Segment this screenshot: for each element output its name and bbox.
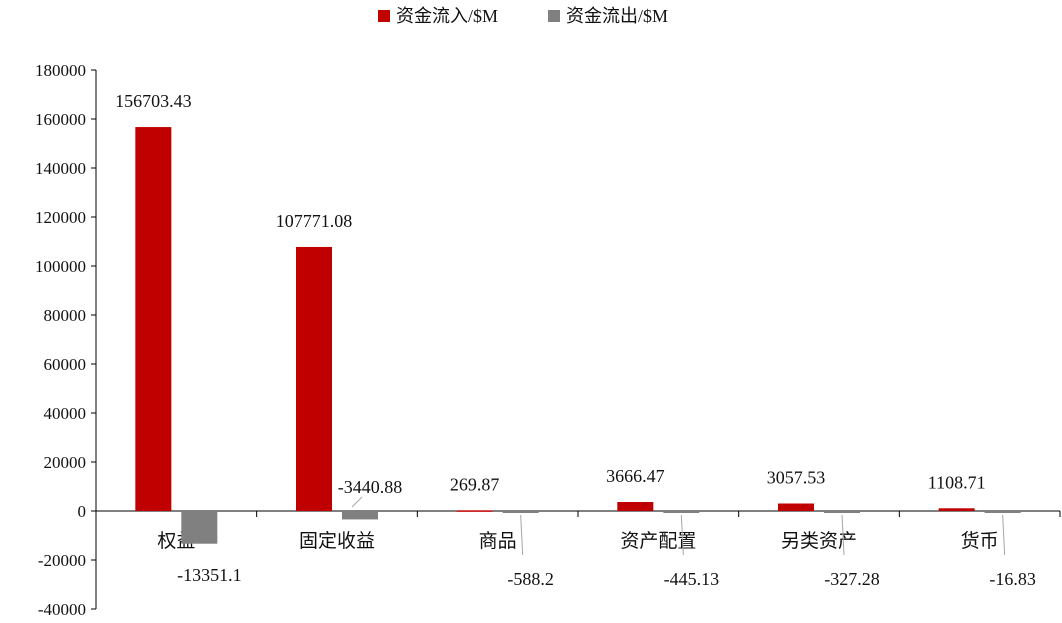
bar-inflow [135,127,172,511]
bar-outflow [984,511,1021,513]
legend-swatch [378,10,390,22]
data-label-outflow: -16.83 [989,569,1036,589]
x-category-label: 另类资产 [781,530,857,552]
leader-line [680,514,684,556]
bar-inflow [778,503,814,511]
data-label-inflow: 107771.08 [276,211,353,231]
data-label-inflow: 1108.71 [928,472,986,492]
y-tick-label: 40000 [44,404,87,423]
legend-label: 资金流入/$M [396,6,498,26]
data-label-outflow: -3440.88 [338,477,403,497]
leader-line [1002,514,1006,556]
leader-line [520,514,524,556]
y-tick-label: 60000 [44,355,87,374]
data-label-inflow: 156703.43 [115,91,192,111]
y-tick-label: 0 [78,502,87,521]
bar-inflow [938,508,975,511]
bar-outflow [181,511,218,544]
data-label-outflow: -327.28 [824,569,880,589]
x-category-label: 商品 [479,530,517,552]
y-tick-label: 120000 [35,208,86,227]
legend-label: 资金流出/$M [566,6,668,26]
data-label-inflow: 3666.47 [606,466,665,486]
y-tick-label: 140000 [35,159,86,178]
bar-inflow [456,510,493,512]
data-label-outflow: -445.13 [664,569,720,589]
bar-outflow [824,511,860,513]
legend-swatch [548,10,560,22]
x-category-label: 资产配置 [620,530,696,552]
bar-inflow [617,502,654,511]
y-tick-label: 100000 [35,257,86,276]
data-labels: 156703.43 -13351.1 107771.08 -3440.88 269.87… [115,91,1036,589]
x-category-label: 固定收益 [299,530,375,552]
y-tick-label: 80000 [44,306,87,325]
y-axis: -40000 -20000 0 20000 40000 60000 80000 100000 1… [35,61,97,619]
y-tick-label: 160000 [35,110,86,129]
data-label-inflow: 269.87 [450,474,500,494]
bars [135,127,1021,544]
y-tick-label: 20000 [44,453,87,472]
y-tick-label: -20000 [38,551,86,570]
data-label-outflow: -588.2 [507,569,554,589]
x-category-label: 货币 [961,530,999,552]
bar-outflow [663,511,700,513]
leader-line [351,496,363,508]
data-label-inflow: 3057.53 [767,468,826,488]
bar-outflow [342,511,378,520]
data-label-outflow: -13351.1 [177,565,242,585]
legend: 资金流入/$M 资金流出/$M [378,6,668,26]
bar-inflow [296,246,332,511]
bar-outflow [502,511,539,513]
y-tick-label: -40000 [38,600,86,619]
y-tick-label: 180000 [35,61,86,80]
x-axis: 权益 固定收益 商品 资产配置 另类资产 货币 [95,510,1061,552]
leader-line [841,514,845,556]
